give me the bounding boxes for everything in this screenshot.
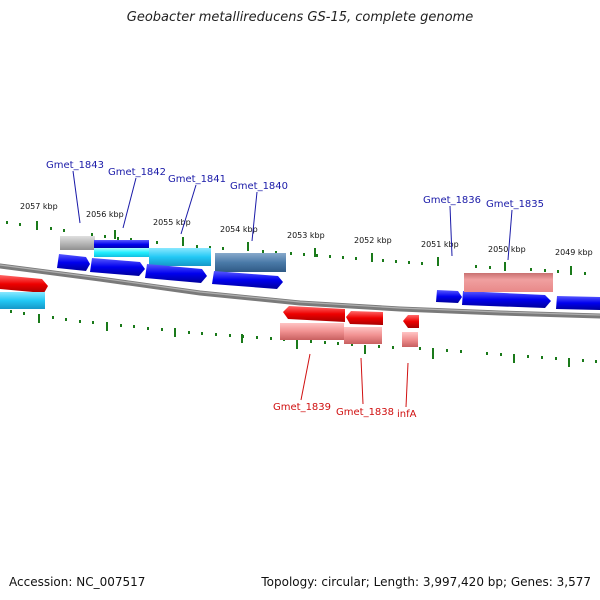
gene-label-gmet-1839[interactable]: Gmet_1839 [273,402,331,413]
gene-label-gmet-1838[interactable]: Gmet_1838 [336,407,394,418]
gene-feature[interactable] [464,273,553,292]
gene-label-gmet-1840[interactable]: Gmet_1840 [230,181,288,192]
bottom-leader-lines [300,353,409,408]
gene-label-gmet-1835[interactable]: Gmet_1835 [486,199,544,210]
map-title: Geobacter metallireducens GS-15, complet… [126,10,474,25]
forward-lower-row [57,254,600,310]
gene-feature[interactable] [280,323,344,340]
tick-label: 2052 kbp [354,236,392,245]
tick-label: 2057 kbp [20,202,58,211]
bottom-gene-labels: Gmet_1839 Gmet_1838 infA [273,402,417,420]
lower-ruler-dots [10,310,597,363]
gene-arrow[interactable] [145,264,207,283]
gene-arrow[interactable] [283,306,345,322]
reverse-strand-genes [280,306,419,347]
gene-label-gmet-1836[interactable]: Gmet_1836 [423,195,481,206]
gene-feature[interactable] [402,332,418,347]
lower-ruler-major-ticks [38,314,570,367]
gene-arrow[interactable] [556,296,600,310]
gene-arrow[interactable] [212,271,283,289]
gene-feature[interactable] [94,240,149,249]
genome-summary: Topology: circular; Length: 3,997,420 bp… [261,575,591,589]
gene-arrow[interactable] [57,254,90,271]
gene-feature[interactable] [94,248,149,257]
tick-label: 2053 kbp [287,231,325,240]
forward-upper-row [60,236,286,272]
gene-feature[interactable] [215,253,286,272]
gene-arrow[interactable] [346,311,383,325]
gene-feature[interactable] [344,327,382,344]
tick-label: 2056 kbp [86,210,124,219]
gene-feature[interactable] [149,248,211,266]
gene-feature[interactable] [60,236,95,250]
upper-ruler-major-ticks [36,221,572,275]
gene-arrow[interactable] [90,258,145,276]
tick-label: 2050 kbp [488,245,526,254]
left-edge-features [0,275,48,309]
genome-backbone [0,263,600,319]
gene-arrow[interactable] [403,315,419,328]
tick-label: 2051 kbp [421,240,459,249]
tick-label: 2055 kbp [153,218,191,227]
gene-label-infa[interactable]: infA [397,409,417,420]
gene-feature[interactable] [0,292,45,309]
gene-arrow[interactable] [0,275,48,293]
gene-label-gmet-1843[interactable]: Gmet_1843 [46,160,104,171]
gene-label-gmet-1841[interactable]: Gmet_1841 [168,174,226,185]
top-gene-labels: Gmet_1843 Gmet_1842 Gmet_1841 Gmet_1840 … [46,160,544,210]
ruler-tick-labels: 2057 kbp 2056 kbp 2055 kbp 2054 kbp 2053… [20,202,593,257]
top-leader-lines [72,170,513,261]
genome-backbone-highlight [0,264,600,316]
gene-arrow[interactable] [462,291,551,308]
accession-label: Accession: NC_007517 [9,575,146,589]
upper-ruler-dots [6,221,586,275]
gene-label-gmet-1842[interactable]: Gmet_1842 [108,167,166,178]
tick-label: 2054 kbp [220,225,258,234]
tick-label: 2049 kbp [555,248,593,257]
gene-arrow[interactable] [436,290,462,303]
